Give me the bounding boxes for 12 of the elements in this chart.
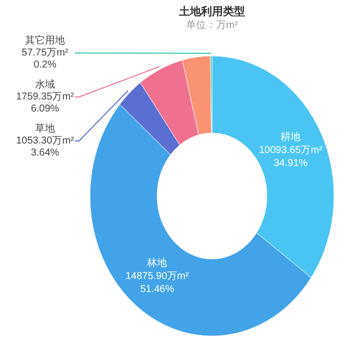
data-label: 14875.90万m² 51.46% [125, 271, 190, 296]
chart-title: 土地利用类型 [178, 5, 245, 18]
slice-label: 耕地 [280, 131, 301, 144]
slice-label: 其它用地 [25, 34, 65, 46]
data-label: 1053.30万m² 3.64% [16, 136, 75, 158]
chart-subtitle: 单位：万m² [186, 19, 238, 31]
slice-label: 草地 [35, 122, 55, 134]
slice-label: 水域 [35, 78, 55, 90]
data-label: 10093.65万m² 34.91% [259, 145, 324, 170]
data-label: 57.75万m² 0.2% [22, 48, 70, 70]
data-label: 1759.35万m² 6.09% [16, 92, 75, 114]
slice-label: 林地 [146, 257, 168, 270]
